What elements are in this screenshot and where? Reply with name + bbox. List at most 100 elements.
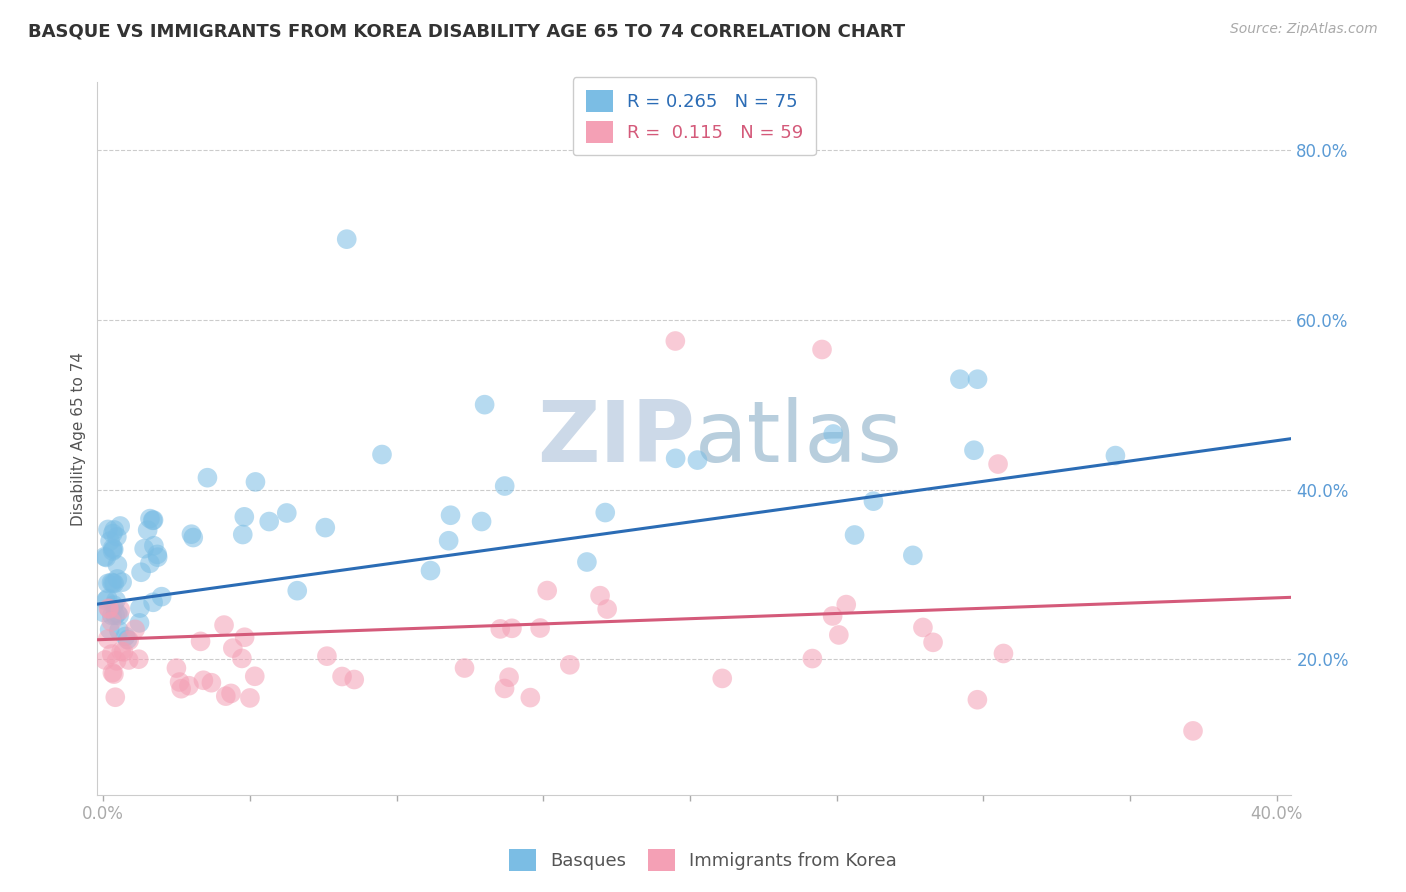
Point: [134, 541, 156, 556]
Point: [314, 520, 336, 534]
Point: [233, 630, 256, 644]
Point: [1104, 449, 1126, 463]
Point: [117, 632, 139, 647]
Point: [222, 641, 245, 656]
Point: [993, 647, 1015, 661]
Point: [128, 652, 150, 666]
Point: [257, 515, 280, 529]
Point: [150, 590, 173, 604]
Point: [146, 548, 169, 562]
Point: [494, 479, 516, 493]
Point: [823, 427, 845, 442]
Text: atlas: atlas: [695, 397, 903, 480]
Legend: R = 0.265   N = 75, R =  0.115   N = 59: R = 0.265 N = 75, R = 0.115 N = 59: [572, 77, 815, 155]
Point: [101, 541, 124, 555]
Point: [146, 550, 169, 565]
Point: [112, 645, 135, 659]
Point: [101, 526, 124, 541]
Point: [98, 602, 121, 616]
Y-axis label: Disability Age 65 to 74: Disability Age 65 to 74: [72, 351, 86, 525]
Point: [519, 690, 541, 705]
Point: [232, 527, 254, 541]
Point: [190, 634, 212, 648]
Point: [862, 494, 884, 508]
Point: [596, 602, 619, 616]
Text: Source: ZipAtlas.com: Source: ZipAtlas.com: [1230, 22, 1378, 37]
Point: [686, 453, 709, 467]
Point: [110, 603, 132, 617]
Point: [437, 533, 460, 548]
Point: [664, 334, 686, 348]
Point: [139, 557, 162, 571]
Point: [129, 601, 152, 615]
Point: [114, 630, 136, 644]
Point: [243, 669, 266, 683]
Point: [336, 232, 359, 246]
Text: BASQUE VS IMMIGRANTS FROM KOREA DISABILITY AGE 65 TO 74 CORRELATION CHART: BASQUE VS IMMIGRANTS FROM KOREA DISABILI…: [28, 22, 905, 40]
Point: [285, 583, 308, 598]
Point: [529, 621, 551, 635]
Point: [105, 558, 128, 572]
Point: [844, 528, 866, 542]
Point: [453, 661, 475, 675]
Point: [165, 661, 187, 675]
Point: [193, 673, 215, 688]
Point: [97, 601, 120, 615]
Point: [180, 527, 202, 541]
Point: [96, 550, 118, 565]
Point: [911, 620, 934, 634]
Point: [93, 605, 115, 619]
Point: [105, 593, 128, 607]
Point: [215, 689, 238, 703]
Point: [136, 523, 159, 537]
Point: [471, 515, 494, 529]
Point: [231, 651, 253, 665]
Point: [124, 623, 146, 637]
Point: [536, 583, 558, 598]
Point: [949, 372, 972, 386]
Point: [169, 675, 191, 690]
Point: [922, 635, 945, 649]
Point: [1182, 723, 1205, 738]
Point: [142, 539, 165, 553]
Point: [98, 534, 121, 549]
Point: [219, 686, 242, 700]
Point: [105, 572, 128, 586]
Point: [828, 628, 851, 642]
Point: [108, 608, 131, 623]
Legend: Basques, Immigrants from Korea: Basques, Immigrants from Korea: [502, 842, 904, 879]
Point: [142, 595, 165, 609]
Point: [108, 624, 131, 638]
Point: [97, 591, 120, 606]
Point: [110, 644, 132, 658]
Point: [100, 615, 122, 629]
Point: [439, 508, 461, 523]
Point: [111, 575, 134, 590]
Point: [711, 672, 734, 686]
Point: [200, 675, 222, 690]
Point: [233, 509, 256, 524]
Point: [276, 506, 298, 520]
Point: [963, 443, 986, 458]
Point: [103, 598, 125, 612]
Point: [589, 589, 612, 603]
Point: [330, 669, 353, 683]
Point: [105, 530, 128, 544]
Point: [489, 622, 512, 636]
Point: [245, 475, 267, 489]
Point: [128, 615, 150, 630]
Point: [966, 692, 988, 706]
Point: [103, 667, 125, 681]
Point: [97, 632, 120, 646]
Point: [494, 681, 516, 696]
Point: [966, 372, 988, 386]
Point: [177, 679, 200, 693]
Point: [821, 609, 844, 624]
Point: [101, 665, 124, 680]
Point: [108, 519, 131, 533]
Point: [987, 457, 1010, 471]
Point: [118, 653, 141, 667]
Point: [97, 576, 120, 591]
Point: [575, 555, 598, 569]
Point: [101, 608, 124, 623]
